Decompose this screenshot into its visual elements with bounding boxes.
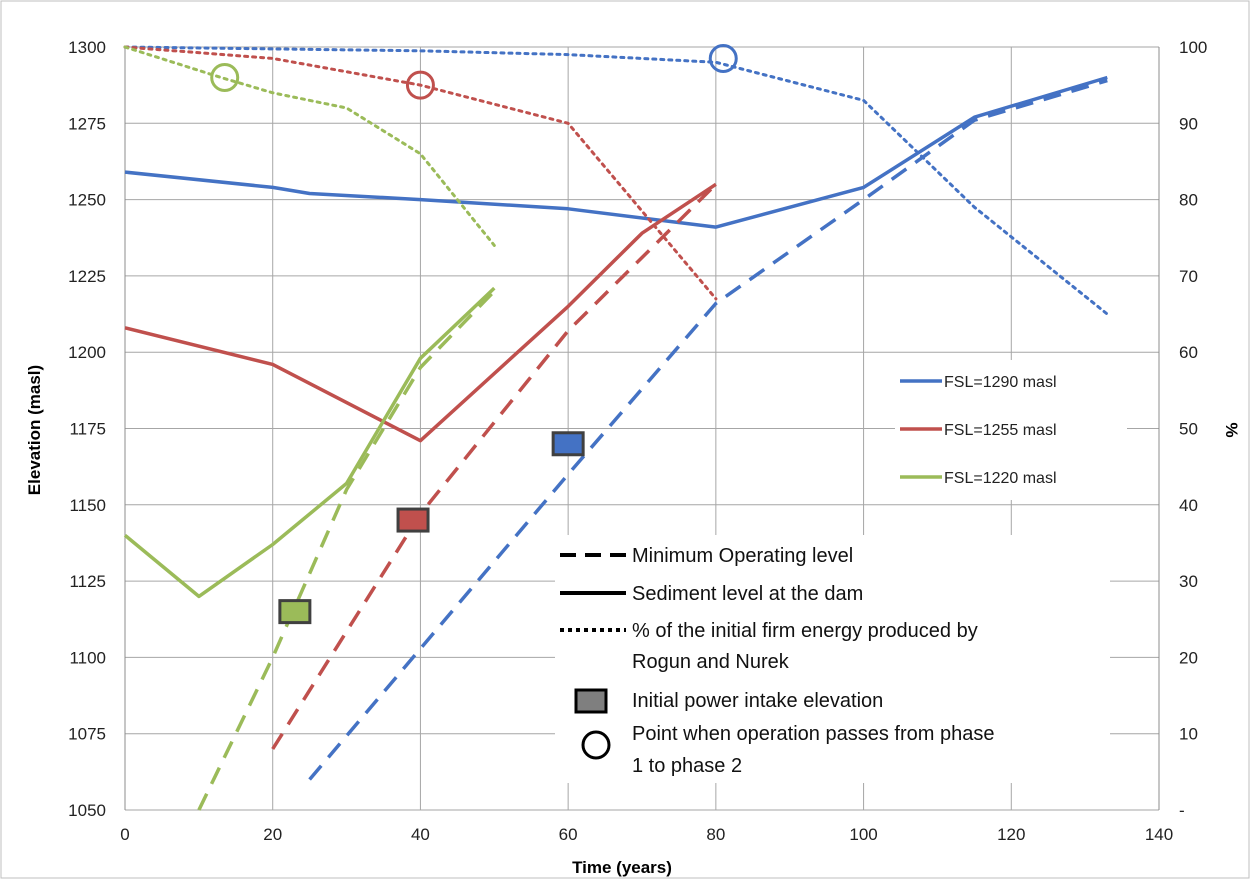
x-tick-label: 80 <box>706 825 725 844</box>
sediment-note: Sediment level at the dam <box>632 583 863 605</box>
y2-tick-label: - <box>1179 801 1185 820</box>
y-axis-label: Elevation (masl) <box>25 365 44 495</box>
min-operating-note: Minimum Operating level <box>632 545 853 567</box>
x-tick-label: 40 <box>411 825 430 844</box>
min-operating-line-1255 <box>271 183 718 750</box>
energy-line-1255 <box>123 45 718 301</box>
y-tick-label: 1100 <box>69 648 106 667</box>
line-style-key-box <box>555 535 1110 783</box>
y-tick-label: 1050 <box>68 801 106 820</box>
sediment-line-1220 <box>123 286 496 599</box>
min-operating-line-1220 <box>197 289 496 811</box>
y2-tick-label: 40 <box>1179 496 1198 515</box>
y2-tick-label: 60 <box>1179 343 1198 362</box>
intake-marker-1290 <box>551 431 585 457</box>
y2-tick-label: 30 <box>1179 572 1198 591</box>
intake-note: Initial power intake elevation <box>632 690 883 712</box>
energy-line-1290 <box>123 45 1109 316</box>
energy-line-1220 <box>123 45 496 247</box>
phase-note-line1: Point when operation passes from phase <box>632 723 994 745</box>
sediment-line-1255 <box>124 182 717 443</box>
x-tick-label: 20 <box>263 825 282 844</box>
y2-tick-label: 10 <box>1179 725 1198 744</box>
phase-marker-1220 <box>210 63 240 93</box>
intake-marker-1220 <box>278 599 312 625</box>
y-tick-label: 1275 <box>68 114 106 133</box>
phase-marker-1290 <box>708 43 738 73</box>
min-operating-line-1290 <box>308 78 1108 781</box>
x-tick-label: 0 <box>120 825 129 844</box>
y2-tick-label: 100 <box>1179 38 1207 57</box>
y2-tick-label: 80 <box>1179 191 1198 210</box>
y2-tick-label: 50 <box>1179 420 1198 439</box>
y-tick-label: 1175 <box>69 420 106 439</box>
y-tick-label: 1300 <box>68 38 106 57</box>
y-tick-label: 1200 <box>68 343 106 362</box>
legend-label-1290: FSL=1290 masl <box>944 374 1057 391</box>
y2-tick-label: 70 <box>1179 267 1198 286</box>
x-tick-label: 100 <box>849 825 877 844</box>
y2-tick-label: 20 <box>1179 648 1198 667</box>
square-key-icon <box>574 688 608 714</box>
energy-note-line2: Rogun and Nurek <box>632 651 790 673</box>
energy-note-line1: % of the initial firm energy produced by <box>632 620 978 642</box>
x-tick-label: 60 <box>559 825 578 844</box>
x-tick-label: 140 <box>1145 825 1173 844</box>
phase-note-line2: 1 to phase 2 <box>632 755 742 777</box>
markers <box>210 43 738 625</box>
sediment-line-1290 <box>124 75 1108 229</box>
y-tick-label: 1075 <box>68 725 106 744</box>
intake-marker-1255 <box>396 507 430 533</box>
y2-axis-label: % <box>1222 422 1241 437</box>
legend-label-1255: FSL=1255 masl <box>944 422 1057 439</box>
y2-tick-label: 90 <box>1179 114 1198 133</box>
phase-marker-1255 <box>405 70 435 100</box>
y-tick-label: 1225 <box>68 267 106 286</box>
y-tick-label: 1125 <box>69 572 106 591</box>
tick-labels: 1050107511001125115011751200122512501275… <box>68 38 1207 844</box>
line-style-key: Minimum Operating level Sediment level a… <box>555 535 1110 783</box>
x-axis-label: Time (years) <box>572 858 672 877</box>
legend-label-1220: FSL=1220 masl <box>944 470 1057 487</box>
y-tick-label: 1150 <box>69 496 106 515</box>
plot-lines <box>123 45 1109 811</box>
legend: FSL=1290 masl FSL=1255 masl FSL=1220 mas… <box>895 360 1127 500</box>
circle-key-icon <box>581 730 611 760</box>
y-tick-label: 1250 <box>68 191 106 210</box>
x-tick-label: 120 <box>997 825 1025 844</box>
